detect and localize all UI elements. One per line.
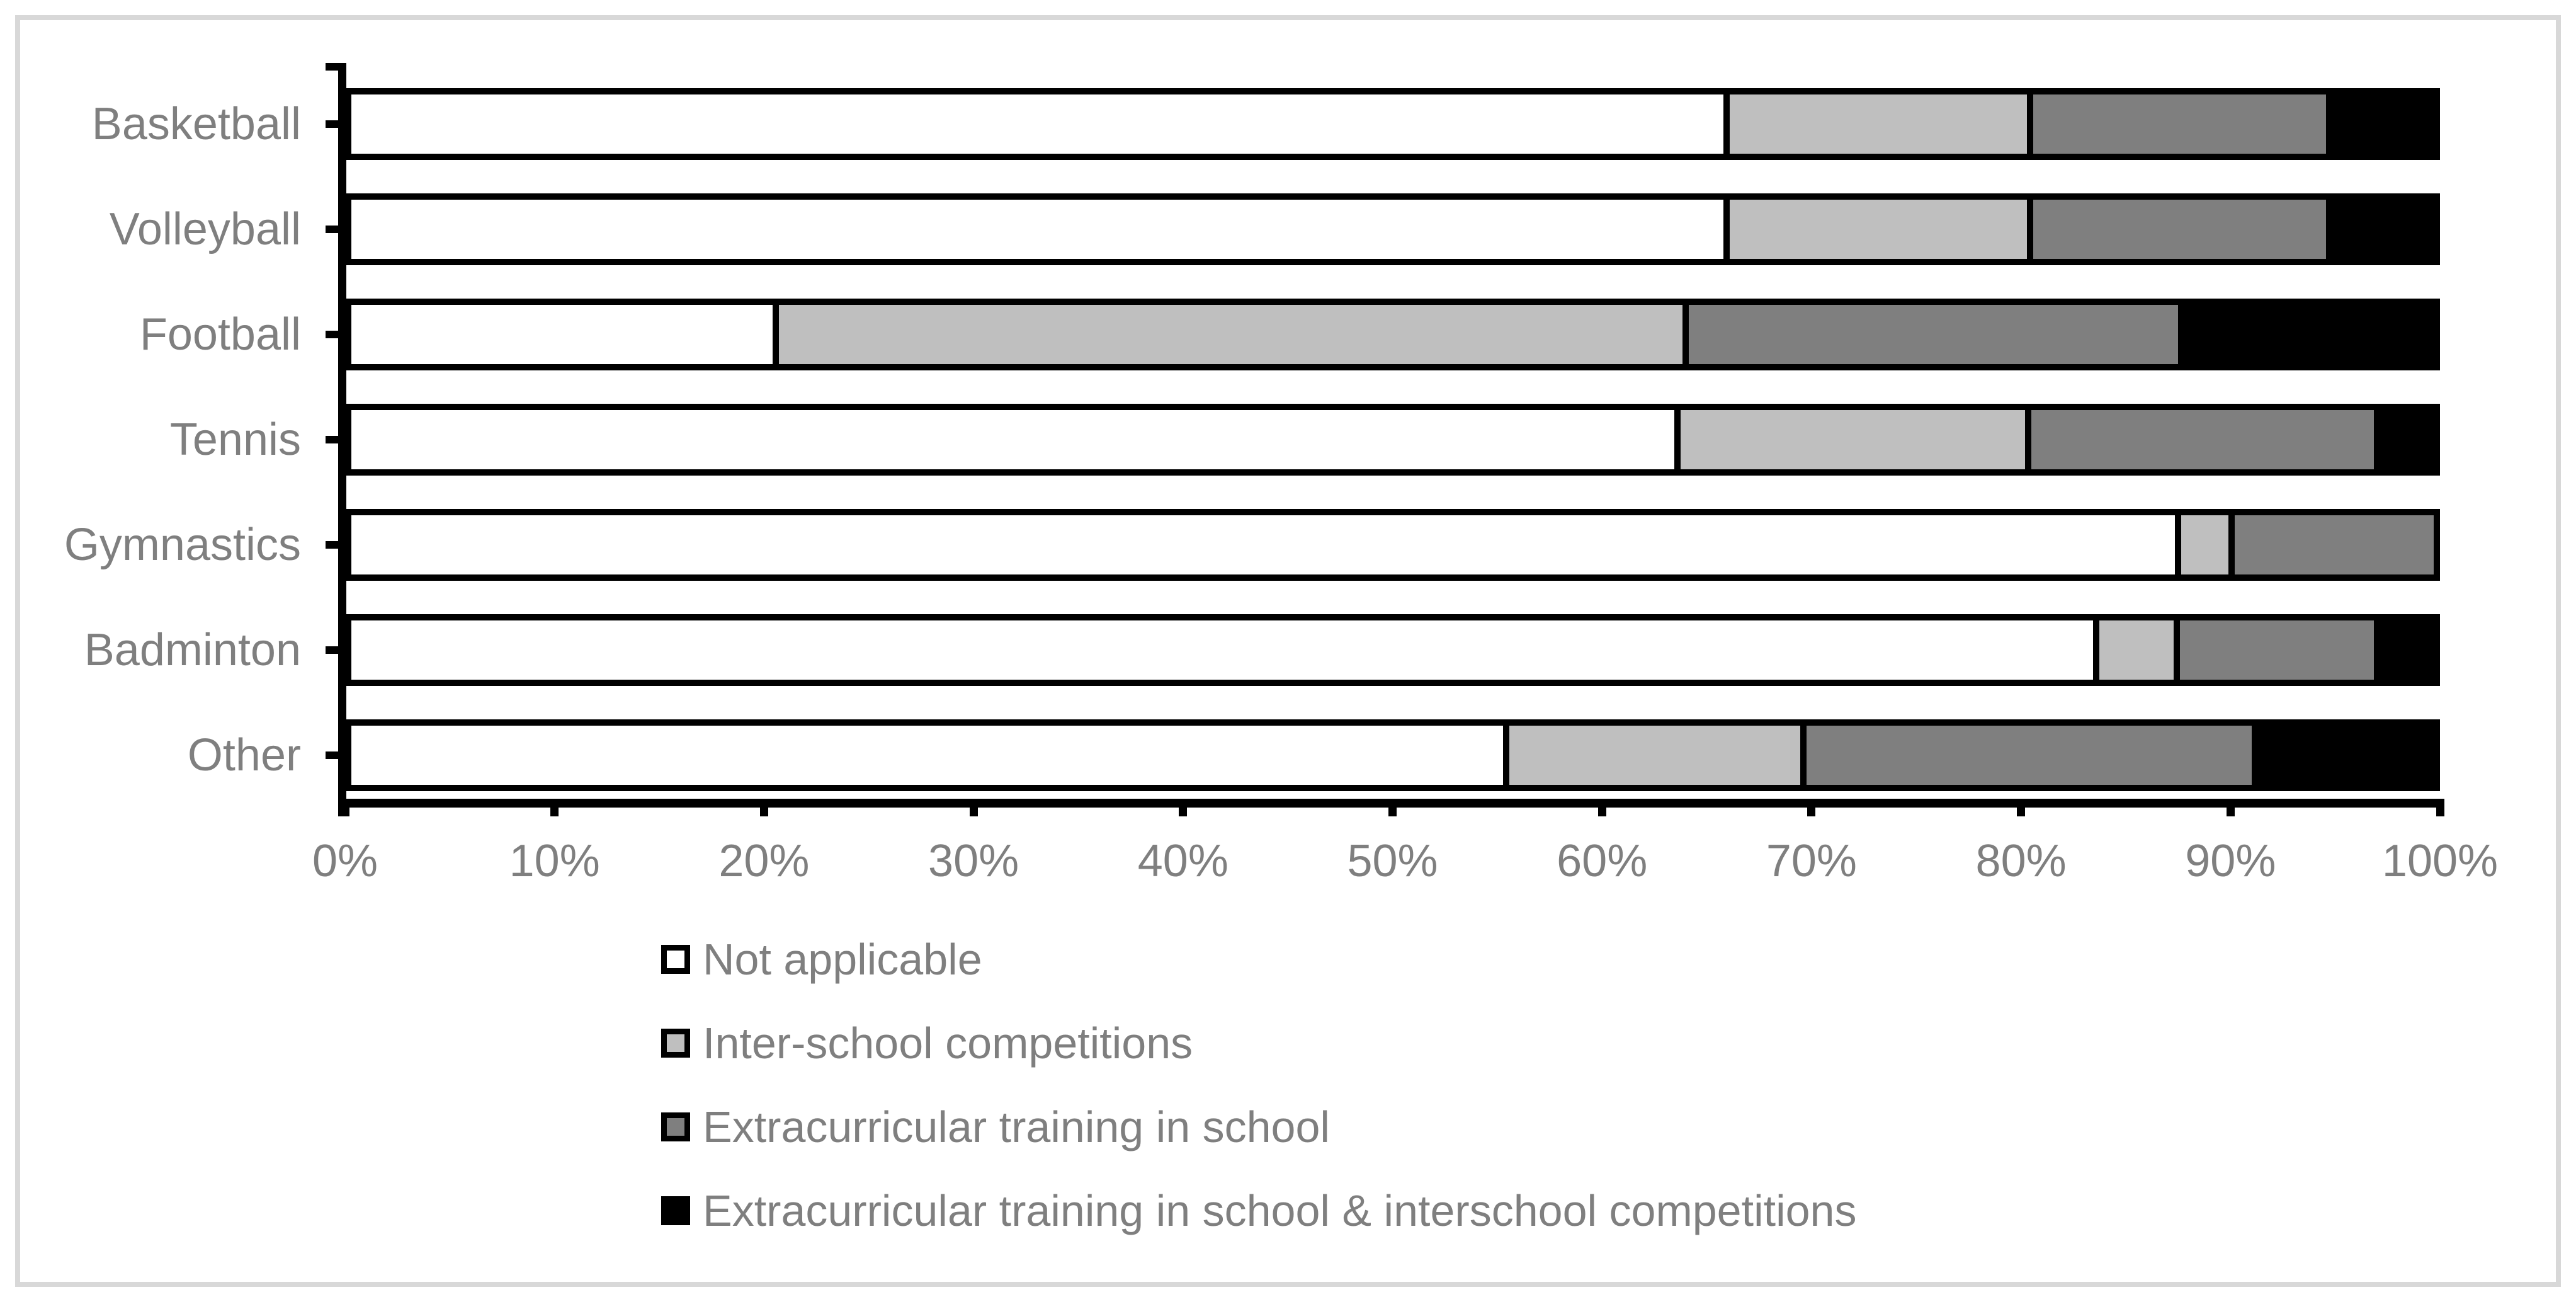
x-axis-tick <box>1179 808 1188 816</box>
x-axis-tick <box>550 808 559 816</box>
x-axis-tick <box>1597 808 1606 816</box>
y-axis-tick <box>326 331 338 338</box>
x-axis-tick-label: 50% <box>1347 836 1438 886</box>
bar-segment <box>1806 726 2252 785</box>
x-axis-line <box>338 799 2444 808</box>
y-axis-line <box>338 63 346 816</box>
x-axis-tick-label: 70% <box>1766 836 1857 886</box>
bar-segment <box>1680 410 2025 469</box>
bar-segment <box>351 305 773 364</box>
x-axis-tick-label: 0% <box>312 836 378 886</box>
bar-segment <box>2332 94 2434 154</box>
bar-segment <box>2332 200 2434 259</box>
bar-segment <box>1730 94 2028 154</box>
legend-item: Not applicable <box>661 928 982 991</box>
x-axis-tick <box>2436 808 2444 816</box>
y-axis-end-tick <box>326 63 338 71</box>
legend-item: Inter-school competitions <box>661 1012 1193 1075</box>
bar-other <box>345 719 2440 791</box>
y-axis-tick <box>326 751 338 759</box>
legend-label: Extracurricular training in school & int… <box>703 1186 1857 1235</box>
bar-segment <box>2179 620 2374 680</box>
x-axis-tick-label: 40% <box>1137 836 1228 886</box>
bar-segment <box>1688 305 2178 364</box>
x-axis-tick-label: 20% <box>718 836 810 886</box>
bar-gymnastics <box>345 509 2440 581</box>
bar-segment <box>351 620 2093 680</box>
legend-swatch <box>661 945 690 974</box>
bar-segment <box>2184 305 2434 364</box>
y-axis-category-label: Tennis <box>169 414 301 465</box>
y-axis-tick <box>326 436 338 443</box>
bar-segment <box>2258 726 2434 785</box>
bar-basketball <box>345 88 2440 160</box>
y-axis-tick <box>326 226 338 233</box>
x-axis-tick-label: 60% <box>1557 836 1648 886</box>
bar-segment <box>351 515 2175 574</box>
bar-segment <box>2235 515 2434 574</box>
y-axis-category-label: Football <box>139 309 301 360</box>
y-axis-category-label: Other <box>187 730 301 780</box>
y-axis-tick <box>326 541 338 549</box>
x-axis-tick <box>759 808 768 816</box>
bar-football <box>345 299 2440 370</box>
x-axis-tick <box>969 808 978 816</box>
bar-segment <box>2033 200 2327 259</box>
legend-label: Not applicable <box>703 935 982 984</box>
legend-label: Extracurricular training in school <box>703 1102 1330 1151</box>
bar-segment <box>2033 94 2327 154</box>
bar-segment <box>351 726 1503 785</box>
y-axis-tick <box>326 646 338 654</box>
x-axis-tick-label: 90% <box>2185 836 2276 886</box>
bar-segment <box>778 305 1682 364</box>
y-axis-category-label: Volleyball <box>109 204 301 254</box>
x-axis-tick-label: 10% <box>509 836 600 886</box>
legend-item: Extracurricular training in school <box>661 1095 1330 1158</box>
y-axis-category-label: Basketball <box>91 99 301 149</box>
y-axis-category-label: Badminton <box>84 625 301 675</box>
bar-segment <box>351 94 1724 154</box>
bar-segment <box>2099 620 2174 680</box>
bar-segment <box>1730 200 2028 259</box>
bar-segment <box>2181 515 2229 574</box>
y-axis-tick <box>326 120 338 128</box>
bar-segment <box>2380 410 2434 469</box>
x-axis-tick <box>2226 808 2235 816</box>
legend-swatch <box>661 1029 690 1058</box>
bar-volleyball <box>345 193 2440 265</box>
bar-segment <box>2031 410 2374 469</box>
bar-tennis <box>345 404 2440 476</box>
bar-segment <box>2380 620 2434 680</box>
legend-swatch <box>661 1196 690 1225</box>
bar-segment <box>1509 726 1800 785</box>
bar-badminton <box>345 614 2440 686</box>
bar-segment <box>351 200 1724 259</box>
y-axis-category-label: Gymnastics <box>64 520 301 570</box>
x-axis-tick <box>2017 808 2026 816</box>
x-axis-tick-label: 100% <box>2381 836 2499 886</box>
x-axis-tick <box>1807 808 1816 816</box>
x-axis-tick <box>1388 808 1397 816</box>
bar-segment <box>351 410 1674 469</box>
x-axis-tick <box>341 808 349 816</box>
legend-item: Extracurricular training in school & int… <box>661 1179 1856 1242</box>
x-axis-tick-label: 80% <box>1975 836 2067 886</box>
legend-swatch <box>661 1112 690 1141</box>
x-axis-tick-label: 30% <box>928 836 1019 886</box>
legend-label: Inter-school competitions <box>703 1019 1193 1068</box>
